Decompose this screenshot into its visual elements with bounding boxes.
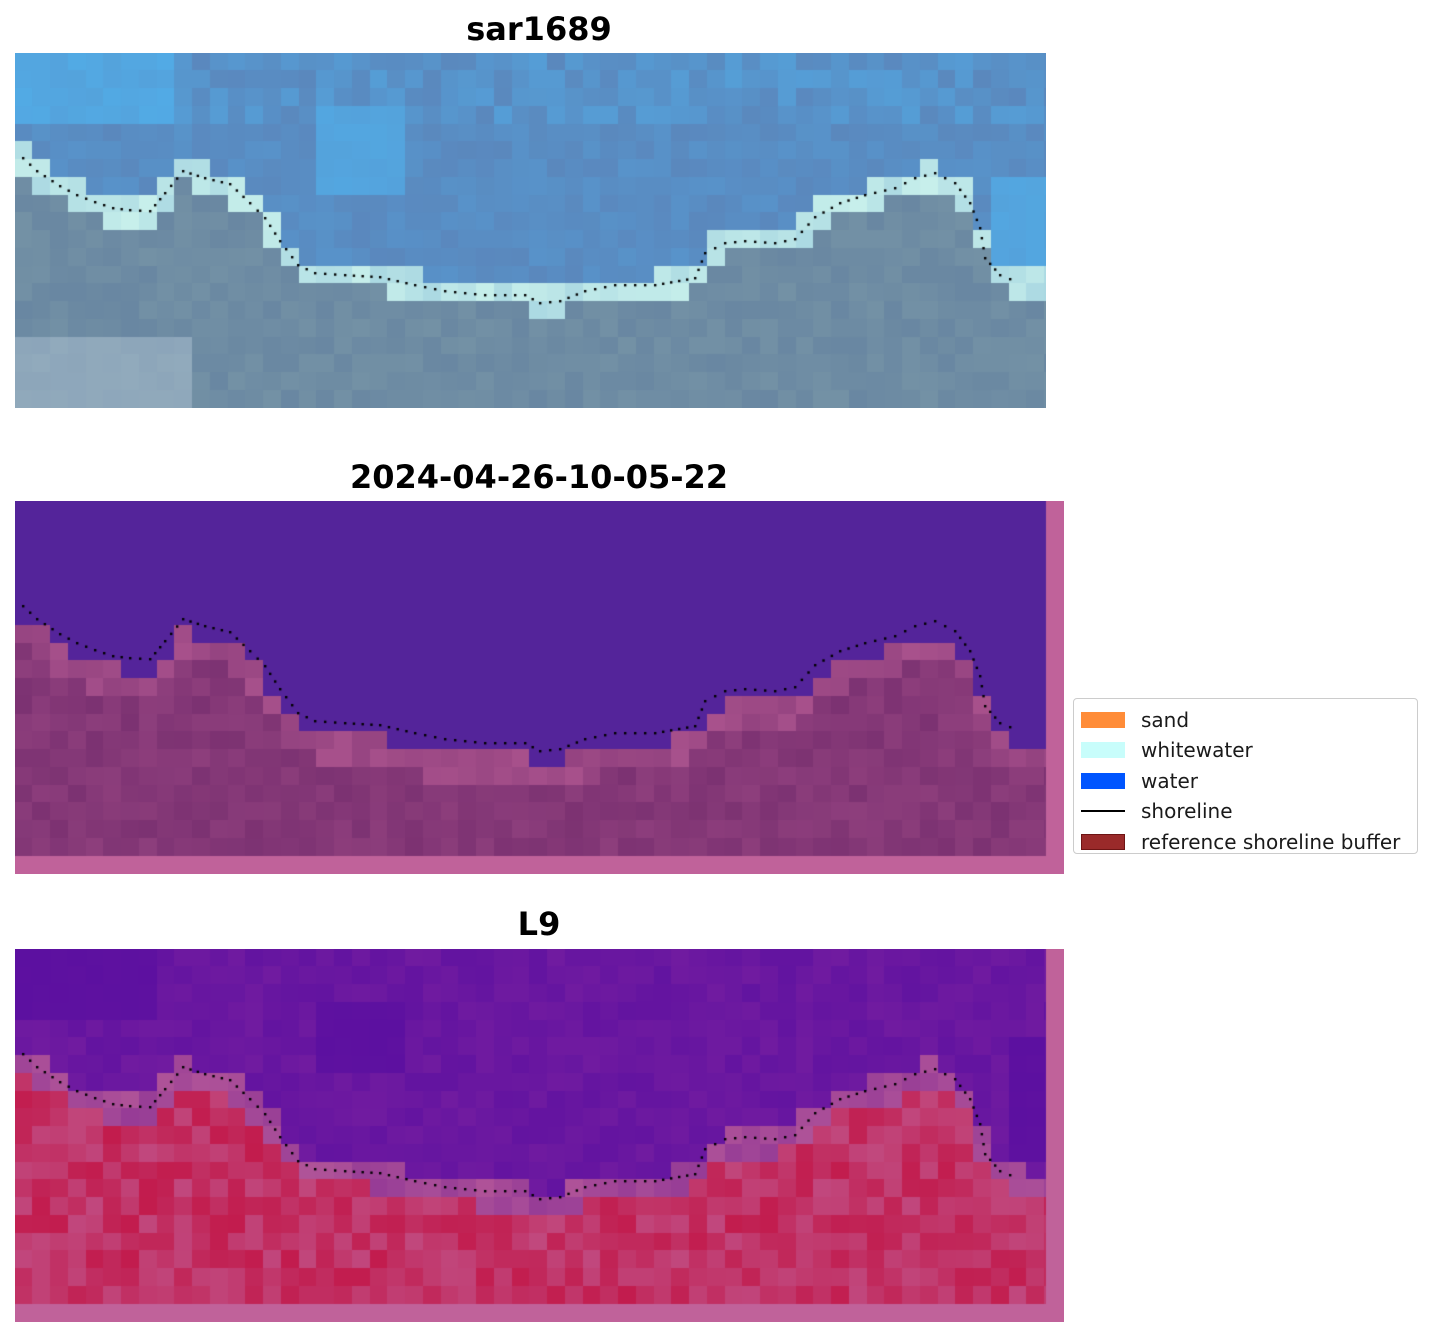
legend-line-shoreline	[1081, 810, 1125, 813]
legend-swatch-sand	[1081, 712, 1125, 728]
legend-item-reference-buffer: reference shoreline buffer	[1074, 826, 1417, 856]
legend-swatch-water	[1081, 772, 1125, 789]
legend-item-water: water	[1074, 765, 1417, 795]
legend-label-sand: sand	[1141, 708, 1190, 732]
panel-title-image: sar1689	[466, 10, 612, 48]
panel-title-satellite: L9	[517, 905, 561, 943]
legend: sand whitewater water shoreline referenc…	[1073, 698, 1418, 854]
legend-label-whitewater: whitewater	[1141, 738, 1253, 763]
classification-image-panel	[15, 501, 1064, 874]
index-image-panel	[15, 949, 1064, 1322]
rgb-image-panel	[15, 53, 1046, 408]
legend-item-shoreline: shoreline	[1074, 795, 1417, 825]
panel-title-date: 2024-04-26-10-05-22	[349, 458, 729, 496]
legend-label-water: water	[1141, 768, 1198, 793]
legend-item-whitewater: whitewater	[1074, 734, 1417, 764]
legend-label-shoreline: shoreline	[1141, 799, 1233, 824]
legend-swatch-reference-buffer	[1081, 833, 1125, 850]
legend-item-sand: sand	[1074, 704, 1417, 734]
legend-swatch-whitewater	[1081, 742, 1125, 759]
legend-label-reference-buffer: reference shoreline buffer	[1141, 829, 1401, 854]
